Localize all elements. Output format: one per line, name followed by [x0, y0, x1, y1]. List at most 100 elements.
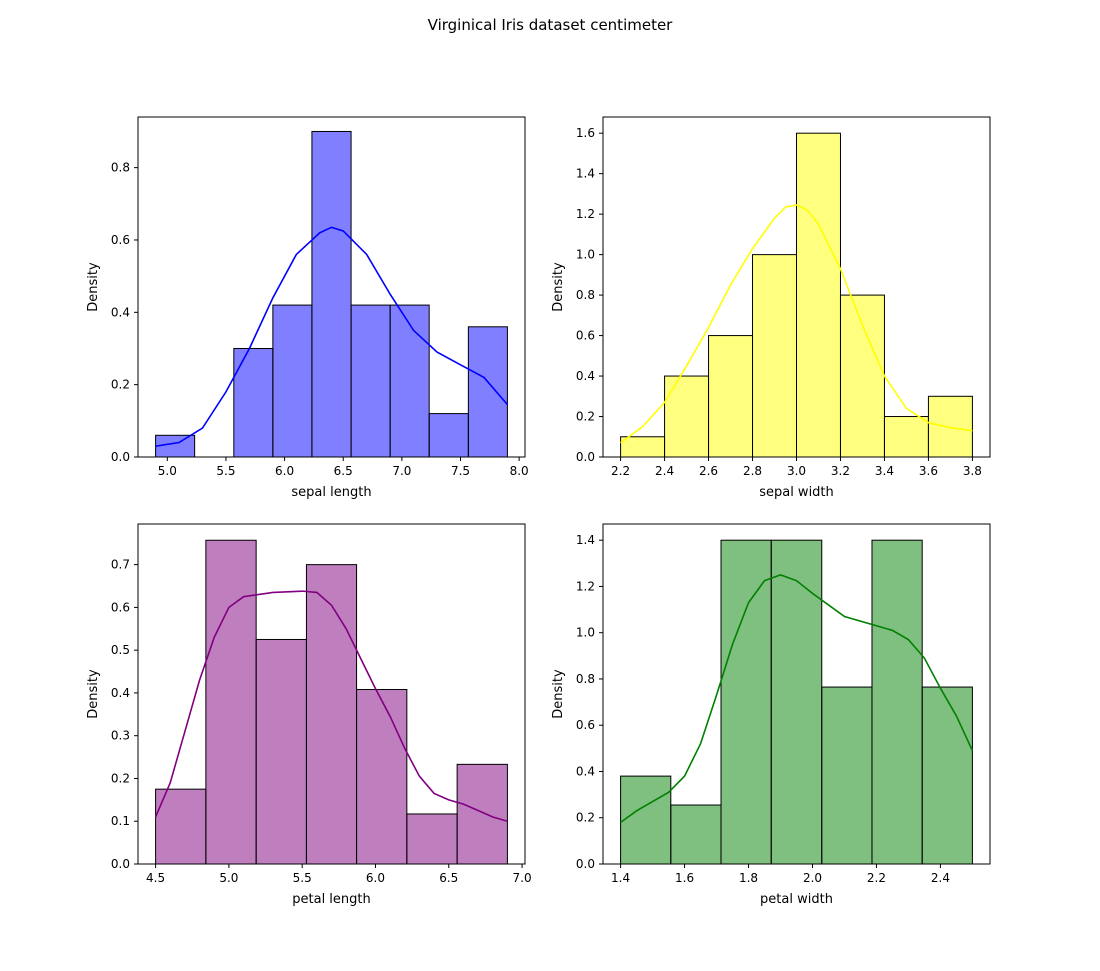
- petal-width-ytick-label-2: 0.4: [576, 764, 595, 778]
- sepal-width-ytick-label-0: 0.0: [576, 450, 595, 464]
- petal-width-ytick-label-0: 0.0: [576, 857, 595, 871]
- sepal-width-ytick-label-3: 0.6: [576, 329, 595, 343]
- petal-width-xtick-label-1: 1.6: [675, 871, 694, 885]
- petal-width-kde-line: [620, 574, 974, 824]
- petal-width-bar-2: [720, 539, 772, 865]
- sepal-width-xtick-label-1: 2.4: [655, 464, 674, 478]
- sepal-length-ytick-label-0: 0.0: [111, 450, 130, 464]
- sepal-length-ytick-label-4: 0.8: [111, 161, 130, 175]
- petal-width-xlabel: petal width: [760, 892, 833, 907]
- subplot-petal-length: 4.5 5.0 5.5 6.0 6.5 7.0 0.0 0.1 0.2 0.3 0.4 0.5 0.6 0…: [86, 523, 532, 907]
- petal-length-bar-6: [456, 763, 508, 865]
- sepal-length-ytick-label-3: 0.6: [111, 233, 130, 247]
- sepal-width-bar-7: [927, 395, 973, 458]
- petal-length-ylabel: Density: [86, 669, 101, 719]
- sepal-width-ytick-label-7: 1.4: [576, 167, 595, 181]
- petal-width-ytick-label-3: 0.6: [576, 718, 595, 732]
- petal-length-ytick-label-4: 0.4: [111, 686, 130, 700]
- petal-width-xtick-label-4: 2.2: [867, 871, 886, 885]
- sepal-width-ylabel: Density: [551, 262, 566, 312]
- petal-length-ytick-label-1: 0.1: [111, 814, 130, 828]
- sepal-width-ytick-label-6: 1.2: [576, 207, 595, 221]
- sepal-width-xtick-label-7: 3.6: [919, 464, 938, 478]
- sepal-length-axes-frame: [137, 116, 526, 458]
- sepal-width-bar-2: [708, 335, 754, 458]
- sepal-width-kde-line: [620, 204, 973, 444]
- petal-length-ytick-label-5: 0.5: [111, 643, 130, 657]
- sepal-length-ytick-label-1: 0.2: [111, 378, 130, 392]
- sepal-length-bar-8: [467, 326, 508, 458]
- subplot-sepal-width: 2.2 2.4 2.6 2.8 3.0 3.2 3.4 3.6 3.8 0.0 0.2 0.4 0.6 0…: [551, 116, 991, 500]
- sepal-width-xtick-label-2: 2.6: [699, 464, 718, 478]
- petal-width-xtick-label-2: 1.8: [739, 871, 758, 885]
- sepal-width-bar-1: [664, 375, 710, 458]
- petal-width-xtick-label-0: 1.4: [611, 871, 630, 885]
- sepal-length-bar-6: [389, 304, 430, 458]
- petal-length-ytick-label-7: 0.7: [111, 558, 130, 572]
- petal-width-bar-4: [821, 686, 873, 865]
- petal-length-ytick-label-2: 0.2: [111, 771, 130, 785]
- petal-length-bar-0: [155, 788, 207, 865]
- sepal-width-xtick-label-5: 3.2: [831, 464, 850, 478]
- petal-length-xlabel: petal length: [292, 892, 371, 907]
- petal-width-axes-frame: [602, 523, 991, 865]
- sepal-width-ytick-label-1: 0.2: [576, 410, 595, 424]
- petal-width-bar-6: [921, 686, 973, 865]
- petal-width-bar-3: [770, 539, 823, 865]
- sepal-length-bar-3: [272, 304, 313, 458]
- sepal-length-bar-7: [428, 413, 469, 458]
- sepal-width-bar-3: [752, 254, 797, 458]
- sepal-length-xtick-label-0: 5.0: [158, 464, 177, 478]
- sepal-length-bar-5: [350, 304, 391, 458]
- sepal-width-bar-0: [620, 436, 666, 458]
- sepal-length-xlabel: sepal length: [291, 485, 371, 500]
- petal-length-bar-3: [305, 564, 358, 865]
- sepal-length-bar-0: [155, 434, 196, 458]
- petal-width-ytick-label-5: 1.0: [576, 626, 595, 640]
- subplot-sepal-length: 5.0 5.5 6.0 6.5 7.0 7.5 8.0 0.0 0.2 0.4 0.6 0.8 sepa…: [86, 116, 529, 500]
- sepal-width-ytick-label-5: 1.0: [576, 248, 595, 262]
- petal-length-ytick-label-3: 0.3: [111, 729, 130, 743]
- sepal-width-xtick-label-3: 2.8: [743, 464, 762, 478]
- petal-length-xtick-label-4: 6.5: [439, 871, 458, 885]
- figure-title: Virginical Iris dataset centimeter: [427, 16, 673, 34]
- petal-length-bar-4: [356, 689, 408, 865]
- sepal-length-xtick-label-3: 6.5: [334, 464, 353, 478]
- sepal-length-kde-line: [155, 226, 509, 447]
- petal-length-xtick-label-2: 5.5: [293, 871, 312, 885]
- petal-width-bar-5: [871, 539, 923, 865]
- petal-length-bar-1: [205, 539, 257, 865]
- sepal-length-ylabel: Density: [86, 262, 101, 312]
- petal-length-ytick-label-6: 0.6: [111, 600, 130, 614]
- sepal-width-xtick-label-0: 2.2: [611, 464, 630, 478]
- sepal-width-xtick-label-6: 3.4: [875, 464, 894, 478]
- sepal-length-ytick-label-2: 0.4: [111, 305, 130, 319]
- petal-length-ytick-label-0: 0.0: [111, 857, 130, 871]
- petal-length-xtick-label-1: 5.0: [219, 871, 238, 885]
- petal-length-kde-line: [154, 590, 508, 822]
- petal-width-xtick-label-3: 2.0: [803, 871, 822, 885]
- sepal-width-xtick-label-8: 3.8: [963, 464, 982, 478]
- sepal-length-bar-2: [233, 347, 274, 458]
- sepal-length-xtick-label-6: 8.0: [510, 464, 529, 478]
- sepal-length-xtick-label-2: 6.0: [275, 464, 294, 478]
- petal-length-axes-frame: [137, 523, 526, 865]
- sepal-length-bar-4: [311, 130, 352, 458]
- petal-length-xtick-label-5: 7.0: [513, 871, 532, 885]
- petal-length-bar-2: [255, 638, 307, 865]
- petal-length-xtick-label-0: 4.5: [146, 871, 165, 885]
- sepal-width-bar-5: [839, 294, 885, 458]
- sepal-length-xtick-label-4: 7.0: [392, 464, 411, 478]
- sepal-width-bar-4: [796, 132, 841, 458]
- petal-length-bar-5: [406, 813, 458, 865]
- petal-width-ylabel: Density: [551, 669, 566, 719]
- petal-width-bar-1: [670, 804, 722, 865]
- sepal-width-xtick-label-4: 3.0: [787, 464, 806, 478]
- petal-width-bar-0: [620, 775, 672, 865]
- petal-width-ytick-label-4: 0.8: [576, 672, 595, 686]
- petal-width-ytick-label-7: 1.4: [576, 533, 595, 547]
- petal-width-xtick-label-5: 2.4: [931, 871, 950, 885]
- sepal-width-ytick-label-4: 0.8: [576, 288, 595, 302]
- sepal-width-bar-6: [883, 416, 929, 458]
